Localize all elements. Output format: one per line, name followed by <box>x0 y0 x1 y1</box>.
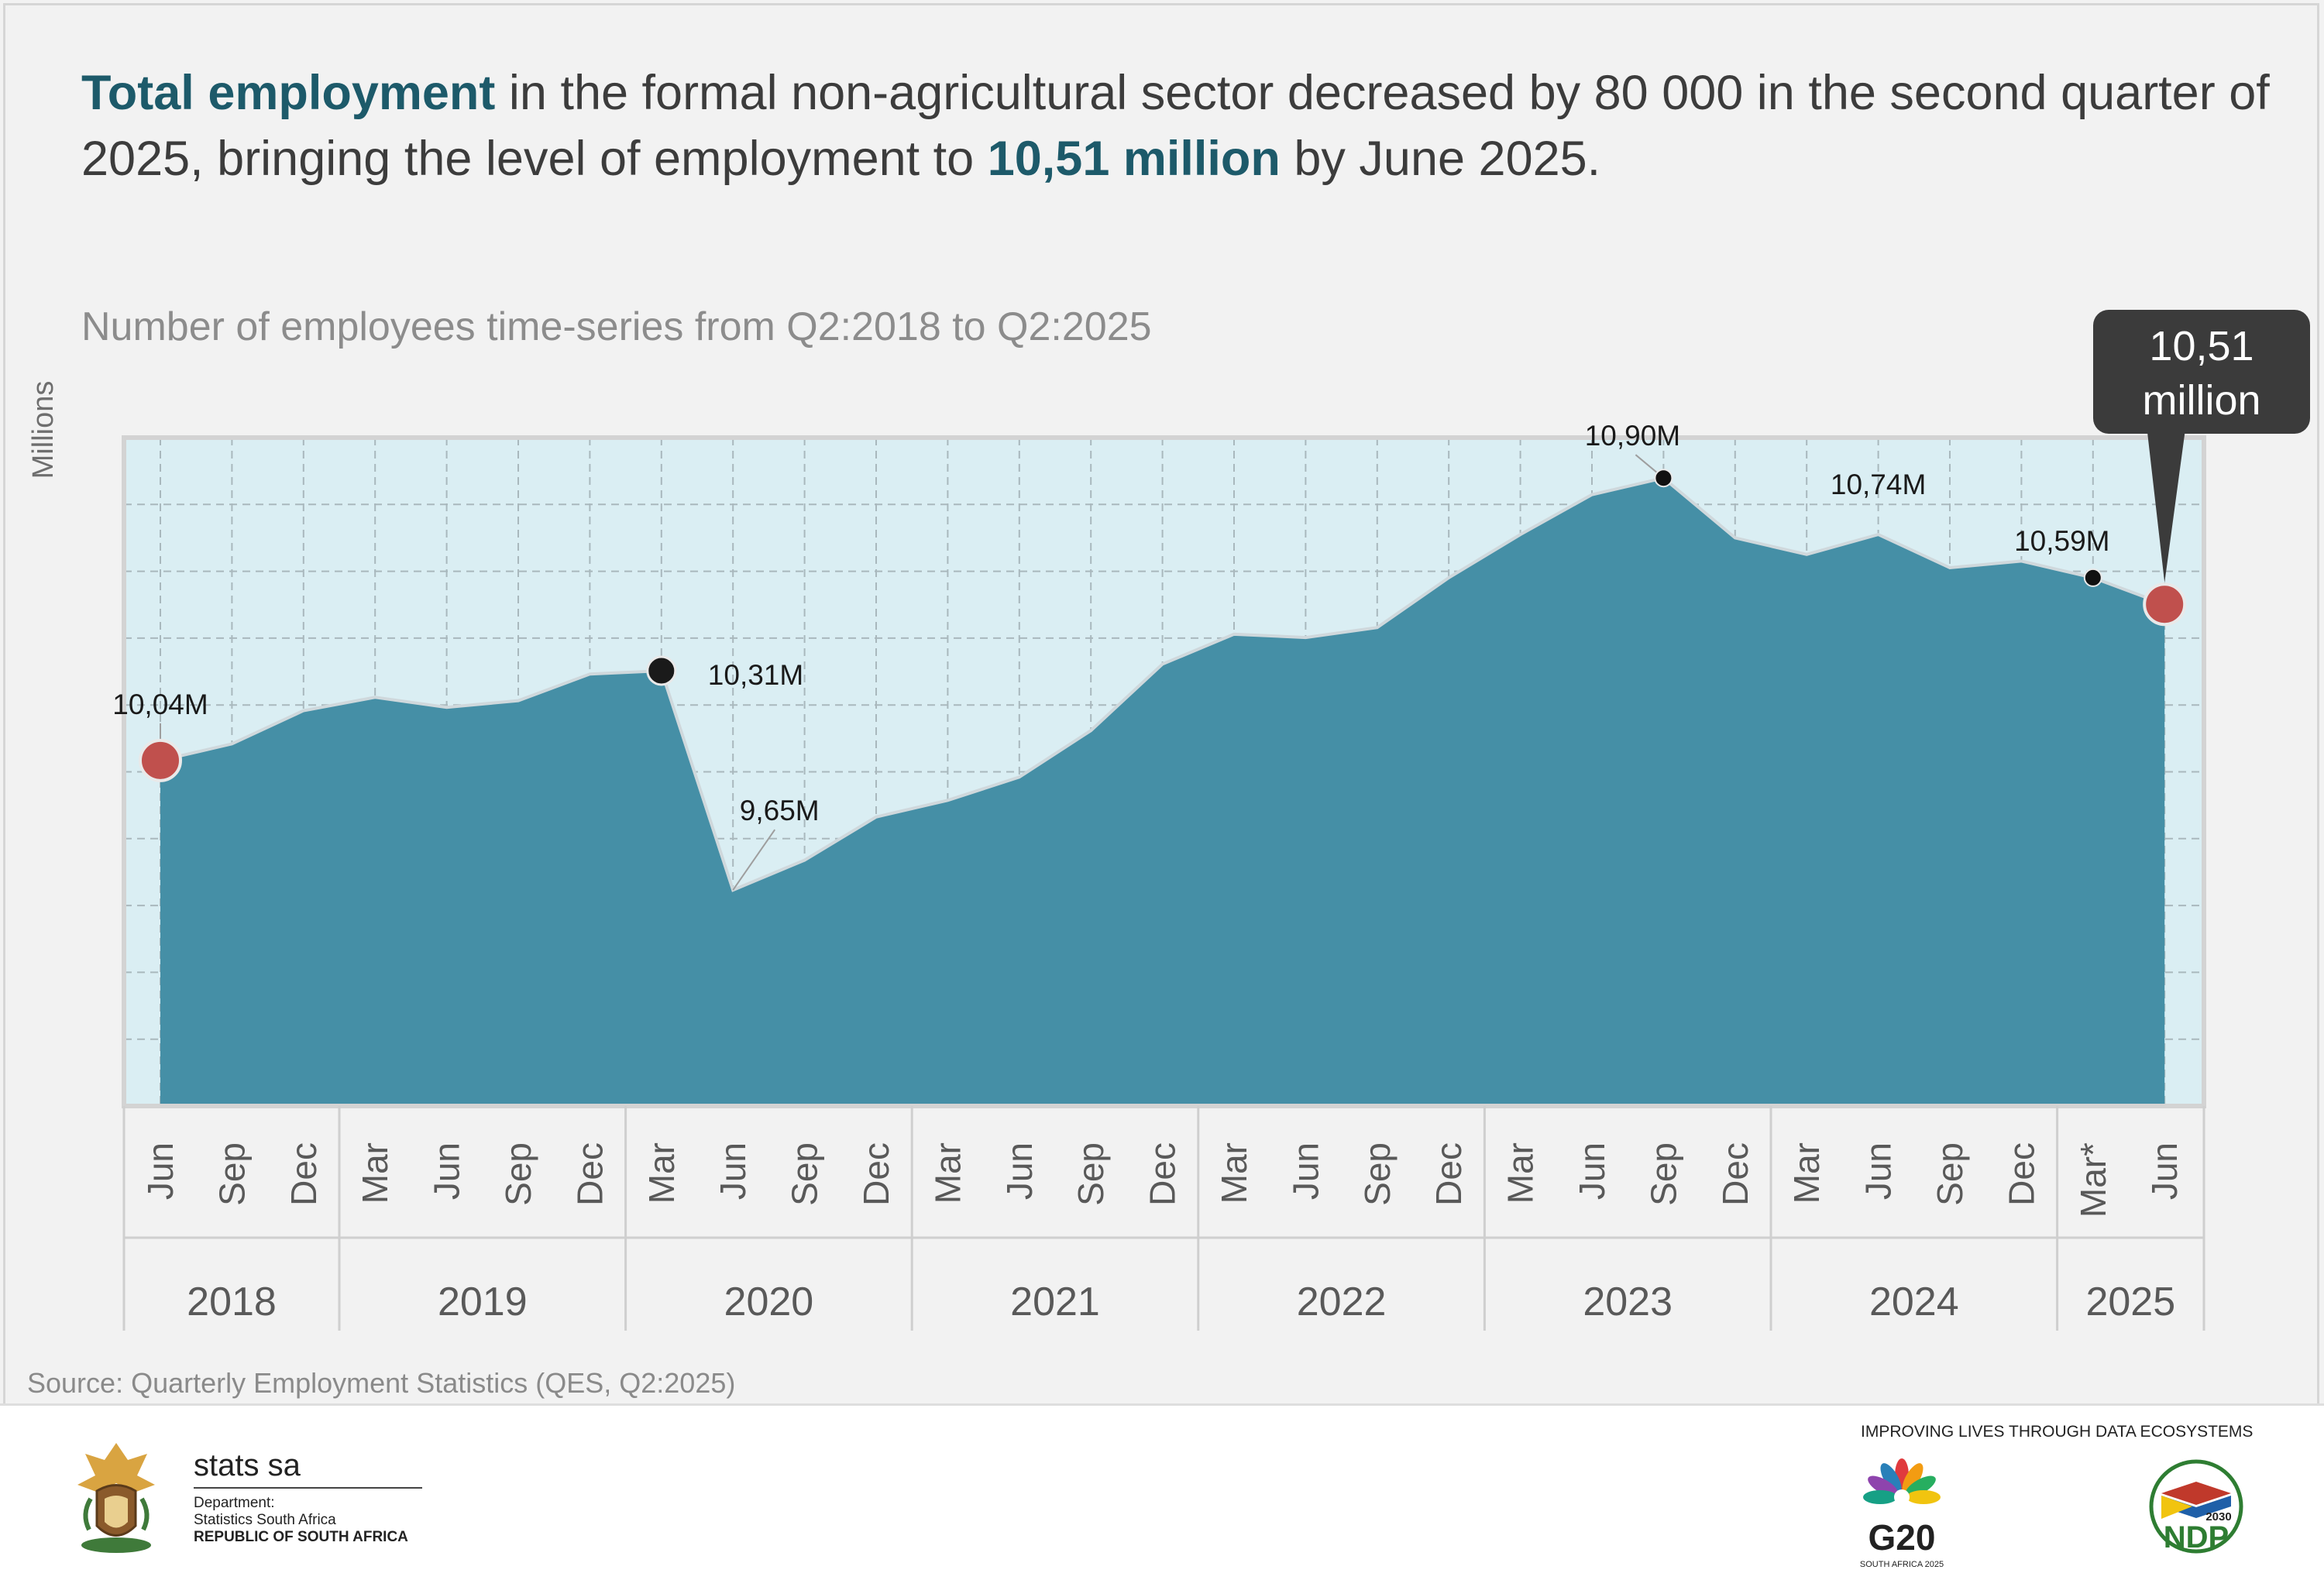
headline-text-end: by June 2025. <box>1280 132 1601 186</box>
ndp-text: NDP <box>2164 1520 2229 1554</box>
year-label: 2020 <box>724 1280 814 1324</box>
callout-unit: million <box>2142 377 2260 424</box>
employment-line <box>160 476 2165 892</box>
footer-bar: stats sa Department: Statistics South Af… <box>0 1403 2324 1587</box>
data-label: 10,74M <box>1831 469 1926 500</box>
x-tick-label: Jun <box>427 1142 467 1200</box>
callout-pointer <box>2147 434 2185 583</box>
x-tick-label: Mar <box>1501 1142 1541 1204</box>
x-tick-label: Mar <box>927 1142 968 1204</box>
x-tick-label: Jun <box>1285 1142 1325 1200</box>
x-tick-label: Dec <box>2001 1142 2041 1206</box>
year-label: 2018 <box>187 1280 277 1324</box>
year-label: 2024 <box>1869 1280 1959 1324</box>
g20-subtext: SOUTH AFRICA 2025 <box>1860 1560 1944 1569</box>
year-label: 2022 <box>1297 1280 1387 1324</box>
g20-text: G20 <box>1868 1517 1936 1558</box>
data-label: 10,31M <box>708 659 803 691</box>
chart-title: Number of employees time-series from Q2:… <box>81 304 1152 349</box>
y-axis-label: Millions <box>27 381 60 479</box>
dept-line-3: REPUBLIC OF SOUTH AFRICA <box>194 1529 408 1545</box>
x-tick-label: Mar <box>641 1142 682 1204</box>
x-tick-label: Dec <box>569 1142 610 1206</box>
x-tick-label: Jun <box>2144 1142 2185 1200</box>
x-tick-label: Sep <box>1071 1142 1111 1206</box>
ndp-year: 2030 <box>2205 1510 2231 1523</box>
callout-value: 10,51 <box>2149 323 2254 369</box>
highlight-marker <box>139 738 182 782</box>
x-tick-label: Sep <box>1930 1142 1970 1206</box>
employment-area-chart: Millions Jun Sep Dec Mar Jun Sep Dec Mar Jun Sep De… <box>27 310 2310 1331</box>
x-tick-label: Sep <box>1643 1142 1683 1206</box>
data-annotations: 10,04M 10,31M 9,65M 10,90M 10,74M 10,59M <box>112 420 2187 891</box>
dept-line-1: Department: <box>194 1495 275 1511</box>
callout-box <box>2093 310 2310 434</box>
plot-border <box>122 435 2206 1108</box>
x-axis-table: Jun Sep Dec Mar Jun Sep Dec Mar Jun Sep Dec Mar Jun S… <box>122 1106 2205 1331</box>
x-tick-label: Dec <box>1428 1142 1469 1206</box>
annotation-leader <box>732 829 776 891</box>
x-tick-label: Jun <box>140 1142 180 1200</box>
x-tick-label: Sep <box>785 1142 825 1206</box>
year-label: 2023 <box>1583 1280 1673 1324</box>
x-tick-label: Sep <box>211 1142 252 1206</box>
x-tick-label: Jun <box>1572 1142 1612 1200</box>
highlight-marker <box>2143 582 2187 627</box>
year-label: 2021 <box>1010 1280 1100 1324</box>
x-tick-label: Dec <box>856 1142 896 1206</box>
x-tick-label: Dec <box>1143 1142 1183 1206</box>
x-tick-label: Mar* <box>2073 1142 2113 1218</box>
ndp-logo-icon: 2030 NDP <box>2149 1459 2243 1554</box>
employment-area <box>160 478 2165 1106</box>
data-label: 9,65M <box>740 795 820 826</box>
x-tick-label: Sep <box>498 1142 538 1206</box>
headline: Total employment in the formal non-agric… <box>81 60 2289 192</box>
year-label: 2019 <box>438 1280 528 1324</box>
org-name: stats sa <box>194 1448 301 1482</box>
data-label: 10,59M <box>2014 525 2109 557</box>
x-tick-label: Sep <box>1357 1142 1397 1206</box>
data-label: 10,90M <box>1585 420 1680 452</box>
x-tick-label: Mar <box>1786 1142 1827 1204</box>
footer-tagline: IMPROVING LIVES THROUGH DATA ECOSYSTEMS <box>1861 1423 2254 1441</box>
headline-text: in the formal non-agricultural sector de… <box>81 66 2270 186</box>
data-label: 10,04M <box>112 689 208 720</box>
year-label: 2025 <box>2085 1280 2175 1324</box>
x-tick-label: Jun <box>999 1142 1040 1200</box>
x-tick-label: Mar <box>355 1142 395 1204</box>
headline-bold-value: 10,51 million <box>987 132 1281 186</box>
headline-bold-lead: Total employment <box>81 66 496 120</box>
value-callout: 10,51 million <box>2093 310 2310 583</box>
department-block: Department: Statistics South Africa REPU… <box>194 1495 408 1546</box>
x-tick-label: Jun <box>1858 1142 1899 1200</box>
coat-of-arms-icon <box>77 1443 155 1553</box>
data-marker <box>1654 469 1673 488</box>
data-marker <box>646 655 677 686</box>
data-marker <box>2083 568 2102 587</box>
org-divider <box>194 1487 422 1489</box>
x-tick-label: Dec <box>1715 1142 1755 1206</box>
x-tick-label: Dec <box>284 1142 324 1206</box>
x-tick-label: Jun <box>713 1142 753 1200</box>
g20-logo-icon: G20 SOUTH AFRICA 2025 <box>1860 1458 1944 1569</box>
source-note: Source: Quarterly Employment Statistics … <box>27 1367 736 1399</box>
dept-line-2: Statistics South Africa <box>194 1512 336 1528</box>
x-tick-label: Mar <box>1214 1142 1254 1204</box>
